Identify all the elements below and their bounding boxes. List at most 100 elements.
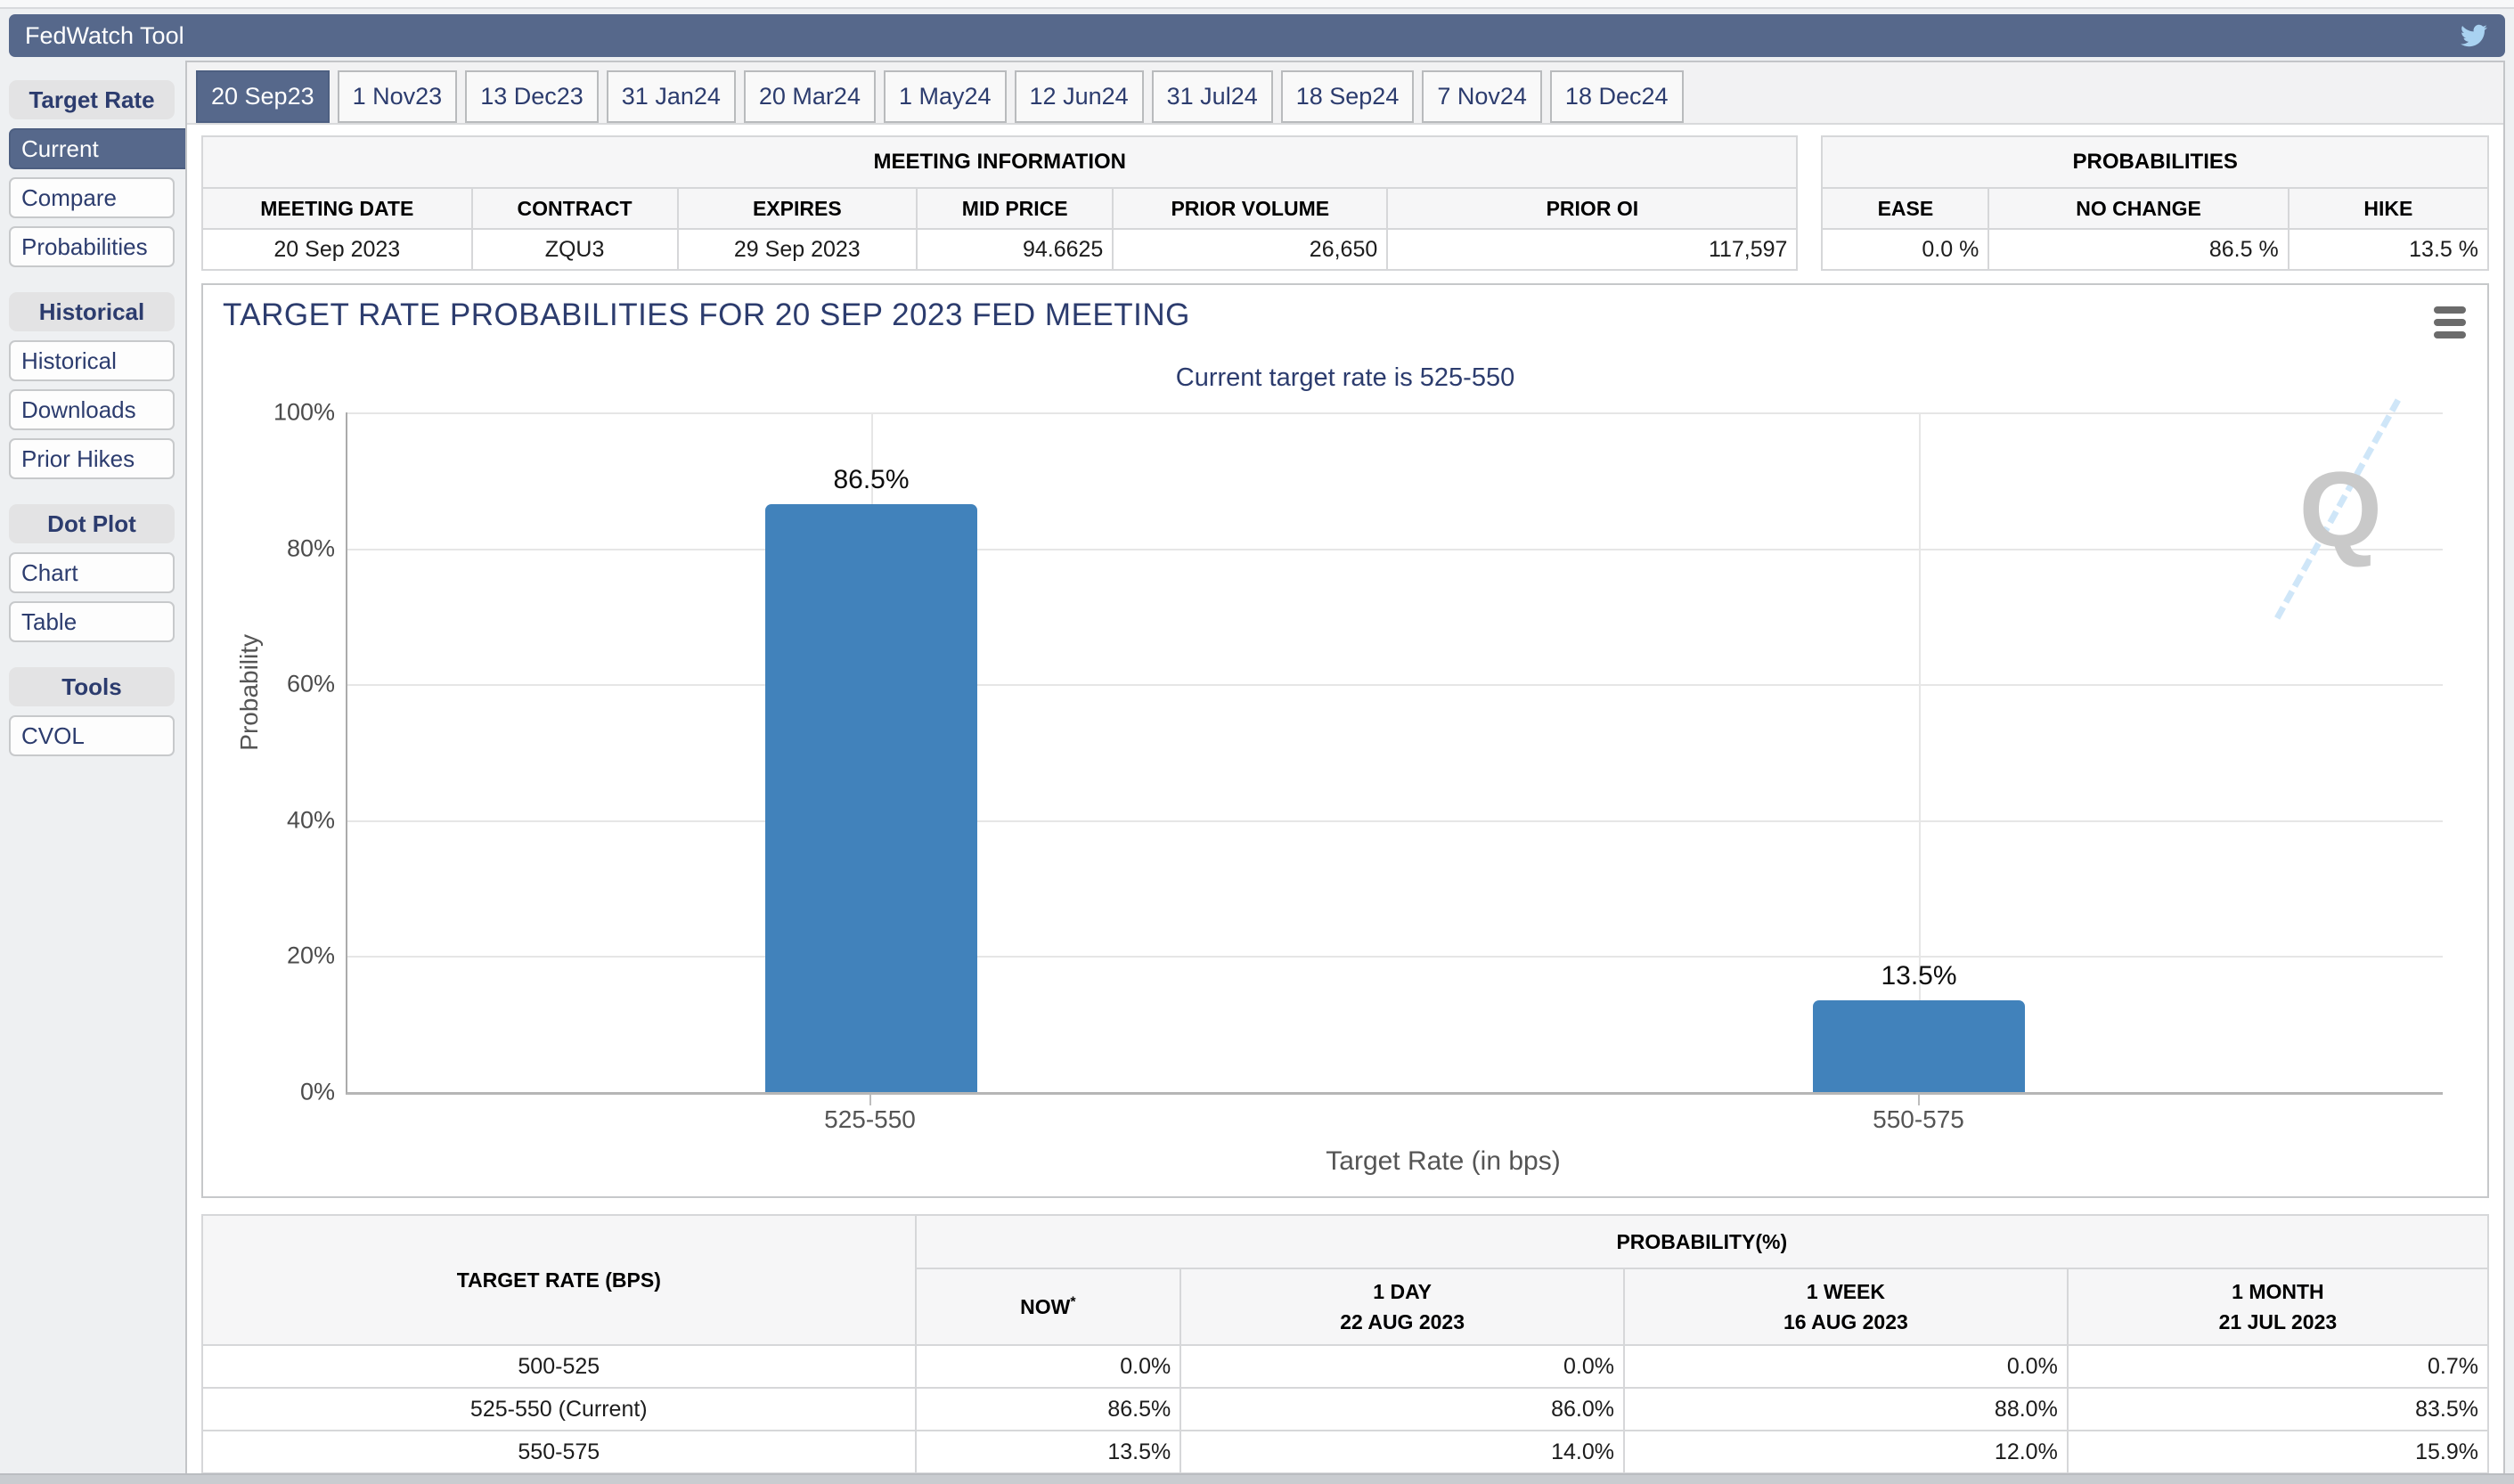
meeting-info-title: MEETING INFORMATION bbox=[200, 135, 1799, 189]
ease-value: 0.0 % bbox=[1821, 228, 1990, 271]
meeting-date-tabs: 20 Sep23 1 Nov23 13 Dec23 31 Jan24 20 Ma… bbox=[187, 62, 2503, 125]
chart-menu-icon[interactable] bbox=[2432, 298, 2468, 353]
probabilities-summary-row: 0.0 % 86.5 % 13.5 % bbox=[1821, 228, 2490, 271]
app-header: FedWatch Tool bbox=[9, 14, 2505, 57]
y-axis-label: Probability bbox=[235, 633, 263, 751]
col-1-month: 1 MONTH 21 JUL 2023 bbox=[2066, 1268, 2490, 1346]
hike-value: 13.5 % bbox=[2287, 228, 2490, 271]
y-tick: 100% bbox=[273, 398, 335, 426]
bar-value-label: 86.5% bbox=[833, 465, 910, 495]
sidebar-header-tools: Tools bbox=[9, 667, 175, 706]
sidebar-item-cvol[interactable]: CVOL bbox=[9, 715, 175, 756]
sidebar-item-historical[interactable]: Historical bbox=[9, 340, 175, 381]
twitter-icon[interactable] bbox=[2459, 22, 2489, 49]
month-cell: 0.7% bbox=[2066, 1344, 2490, 1389]
content-panel: 20 Sep23 1 Nov23 13 Dec23 31 Jan24 20 Ma… bbox=[185, 61, 2505, 1484]
col-1-day: 1 DAY 22 AUG 2023 bbox=[1179, 1268, 1626, 1346]
now-cell: 86.5% bbox=[914, 1387, 1182, 1431]
col-probability-group: PROBABILITY(%) bbox=[914, 1214, 2490, 1269]
tab-31-jan24[interactable]: 31 Jan24 bbox=[606, 70, 736, 123]
day-cell: 0.0% bbox=[1179, 1344, 1626, 1389]
gridline bbox=[347, 819, 2443, 822]
sidebar: Target Rate Current Compare Probabilitie… bbox=[9, 61, 187, 781]
sidebar-item-table[interactable]: Table bbox=[9, 601, 175, 642]
col-prior-oi: PRIOR OI bbox=[1386, 187, 1799, 230]
rate-cell: 500-525 bbox=[201, 1344, 917, 1389]
y-tick: 60% bbox=[286, 670, 335, 697]
month-cell: 15.9% bbox=[2066, 1430, 2490, 1474]
table-row: 500-525 0.0% 0.0% 0.0% 0.7% bbox=[201, 1344, 2490, 1389]
probability-history-table: TARGET RATE (BPS) PROBABILITY(%) NOW* 1 … bbox=[201, 1214, 2490, 1484]
tab-18-dec24[interactable]: 18 Dec24 bbox=[1549, 70, 1684, 123]
col-no-change: NO CHANGE bbox=[1988, 187, 2290, 230]
sidebar-item-current[interactable]: Current bbox=[9, 128, 187, 169]
day-cell: 86.0% bbox=[1179, 1387, 1626, 1431]
day-cell: 14.0% bbox=[1179, 1430, 1626, 1474]
window-bottom-edge bbox=[0, 1473, 2514, 1484]
sidebar-item-probabilities[interactable]: Probabilities bbox=[9, 226, 175, 267]
mid-price-value: 94.6625 bbox=[916, 228, 1114, 271]
sidebar-header-target-rate: Target Rate bbox=[9, 80, 175, 119]
sidebar-item-chart[interactable]: Chart bbox=[9, 552, 175, 593]
chart-title: TARGET RATE PROBABILITIES FOR 20 SEP 202… bbox=[223, 298, 1190, 332]
now-cell: 0.0% bbox=[914, 1344, 1182, 1389]
y-tick: 0% bbox=[299, 1078, 335, 1105]
gridline bbox=[347, 548, 2443, 550]
prior-oi-value: 117,597 bbox=[1386, 228, 1799, 271]
month-cell: 83.5% bbox=[2066, 1387, 2490, 1431]
tab-18-sep24[interactable]: 18 Sep24 bbox=[1280, 70, 1415, 123]
expires-value: 29 Sep 2023 bbox=[676, 228, 918, 271]
tab-1-may24[interactable]: 1 May24 bbox=[883, 70, 1007, 123]
tab-20-sep23[interactable]: 20 Sep23 bbox=[196, 70, 330, 123]
probabilities-title: PROBABILITIES bbox=[1821, 135, 2489, 189]
contract-value: ZQU3 bbox=[470, 228, 679, 271]
col-1-week: 1 WEEK 16 AUG 2023 bbox=[1623, 1268, 2069, 1346]
y-tick: 20% bbox=[286, 942, 335, 969]
quikstrike-watermark: Q bbox=[2249, 398, 2401, 620]
sidebar-header-historical: Historical bbox=[9, 292, 175, 331]
app-title: FedWatch Tool bbox=[25, 21, 184, 49]
bar-525-550: 86.5% bbox=[765, 465, 977, 1092]
week-cell: 0.0% bbox=[1623, 1344, 2069, 1389]
no-change-value: 86.5 % bbox=[1988, 228, 2290, 271]
tab-12-jun24[interactable]: 12 Jun24 bbox=[1014, 70, 1144, 123]
col-prior-volume: PRIOR VOLUME bbox=[1112, 187, 1389, 230]
bar-value-label: 13.5% bbox=[1881, 961, 1957, 991]
col-now: NOW* bbox=[914, 1268, 1182, 1346]
week-cell: 88.0% bbox=[1623, 1387, 2069, 1431]
col-hike: HIKE bbox=[2287, 187, 2490, 230]
window-top-edge bbox=[0, 0, 2514, 9]
sidebar-item-compare[interactable]: Compare bbox=[9, 177, 175, 218]
chart-subtitle: Current target rate is 525-550 bbox=[1175, 363, 1515, 392]
plot-area: 100% 80% 60% 40% 20% 0% Q 86.5% bbox=[273, 398, 2443, 1105]
meeting-date-value: 20 Sep 2023 bbox=[201, 228, 473, 271]
col-meeting-date: MEETING DATE bbox=[201, 187, 473, 230]
col-mid-price: MID PRICE bbox=[916, 187, 1114, 230]
sidebar-header-dot-plot: Dot Plot bbox=[9, 504, 175, 543]
tab-31-jul24[interactable]: 31 Jul24 bbox=[1151, 70, 1273, 123]
tab-1-nov23[interactable]: 1 Nov23 bbox=[337, 70, 458, 123]
gridline bbox=[347, 684, 2443, 687]
sidebar-item-prior-hikes[interactable]: Prior Hikes bbox=[9, 438, 175, 479]
tab-20-mar24[interactable]: 20 Mar24 bbox=[743, 70, 876, 123]
x-tick-525-550: 525-550 bbox=[824, 1105, 916, 1133]
sidebar-item-downloads[interactable]: Downloads bbox=[9, 389, 175, 430]
rate-cell: 550-575 bbox=[201, 1430, 917, 1474]
tab-13-dec23[interactable]: 13 Dec23 bbox=[465, 70, 599, 123]
col-ease: EASE bbox=[1821, 187, 1990, 230]
tab-7-nov24[interactable]: 7 Nov24 bbox=[1422, 70, 1542, 123]
target-rate-probability-chart: TARGET RATE PROBABILITIES FOR 20 SEP 202… bbox=[201, 283, 2489, 1198]
meeting-info-row: 20 Sep 2023 ZQU3 29 Sep 2023 94.6625 26,… bbox=[201, 228, 1799, 271]
y-tick: 40% bbox=[286, 806, 335, 834]
table-row: 550-575 13.5% 14.0% 12.0% 15.9% bbox=[201, 1430, 2490, 1474]
rate-cell: 525-550 (Current) bbox=[201, 1387, 917, 1431]
gridline bbox=[347, 412, 2443, 414]
probabilities-summary-table: PROBABILITIES EASE NO CHANGE HIKE 0.0 % … bbox=[1821, 135, 2490, 271]
x-tick-550-575: 550-575 bbox=[1873, 1105, 1964, 1133]
gridline bbox=[1919, 412, 1921, 1092]
gridline bbox=[347, 956, 2443, 958]
meeting-information-table: MEETING INFORMATION MEETING DATE CONTRAC… bbox=[200, 135, 1799, 271]
x-axis-label: Target Rate (in bps) bbox=[1326, 1146, 1561, 1176]
col-target-rate-bps: TARGET RATE (BPS) bbox=[201, 1214, 917, 1346]
week-cell: 12.0% bbox=[1623, 1430, 2069, 1474]
